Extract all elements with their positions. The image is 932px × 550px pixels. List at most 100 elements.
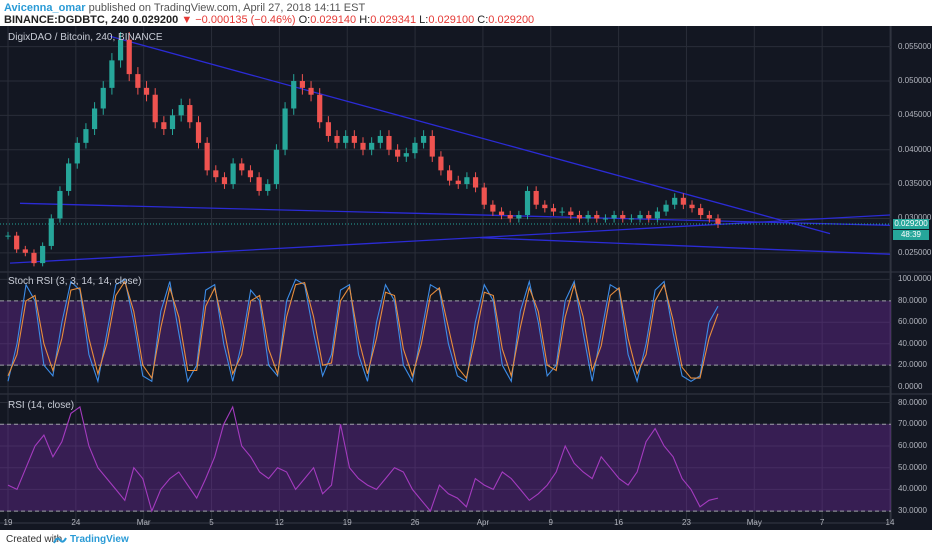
symbol-label: BINANCE:DGDBTC, 240 [4,14,130,26]
x-tick-label: 16 [614,518,624,527]
publish-info: published on TradingView.com, April 27, … [88,2,366,14]
candle-body [5,235,11,237]
candle-body [533,190,539,205]
close-value: 0.029200 [488,14,535,26]
candle-body [654,211,660,219]
y-tick-label: 40.0000 [898,338,927,348]
stoch-band [0,300,891,366]
candle-body [291,80,297,109]
candle-body [239,163,245,171]
candle-body [40,245,46,264]
trendline [479,237,891,255]
x-tick-label: 14 [885,518,895,527]
candle-body [369,142,375,150]
candle-body [57,190,63,219]
y-tick-label: 50.0000 [898,462,927,472]
candle-body [472,177,479,188]
x-tick-label: 26 [410,518,420,527]
candle-body [421,135,427,143]
candle-body [429,135,435,157]
publish-line: Avicenna_omar published on TradingView.c… [4,2,365,14]
y-tick-label: 100.0000 [898,274,932,284]
y-tick-label: 60.0000 [898,317,927,327]
series-line [7,405,719,513]
y-tick-label: 0.055000 [898,41,932,51]
candle-body [273,149,280,185]
candle-body [161,122,167,130]
candle-body [516,215,522,219]
candle-body [498,211,505,216]
candle-body [195,122,202,143]
candle-body [377,135,383,143]
candle-body [698,208,704,216]
y-tick-label: 80.0000 [898,295,927,305]
candle-body [187,105,193,123]
tradingview-logo-icon [53,537,67,544]
price-change: ▼ −0.000135 (−0.46%) [181,14,296,26]
x-tick-label: 12 [274,518,284,527]
candle-body [550,208,557,212]
y-tick-label: 80.0000 [898,397,927,407]
x-tick-label: 7 [819,518,825,527]
candle-body [265,184,271,191]
open-label: O: [298,14,311,26]
high-value: 0.029341 [370,14,417,26]
candle-body [637,215,643,219]
y-tick-label: 0.040000 [898,144,932,154]
candle-body [135,74,141,88]
candle-body [100,87,106,109]
created-with-label: Created with [6,534,63,545]
candle-body [213,170,219,178]
x-tick-label: Mar [136,518,151,527]
candle-body [585,215,591,219]
candle-body [464,177,470,185]
candle-body [386,135,392,150]
candle-body [412,142,418,154]
candle-body [230,163,236,185]
y-tick-label: 0.030000 [898,213,932,223]
candle-body [109,60,115,88]
x-tick-label: Apr [476,518,490,527]
chart-canvas[interactable] [0,26,932,530]
candle-body [611,215,617,219]
candle-body [576,215,583,219]
rsi-pane-title: RSI (14, close) [8,400,75,411]
low-label: L: [419,14,429,26]
candle-body [663,204,669,212]
candle-body [689,204,695,209]
candle-body [325,122,331,136]
candle-body [31,252,37,264]
trendline [9,214,891,264]
author-link[interactable]: Avicenna_omar [4,2,86,14]
chart-area[interactable]: DigixDAO / Bitcoin, 240, BINANCE Stoch R… [0,26,932,530]
tradingview-brand-link[interactable]: TradingView [70,534,129,545]
candle-body [455,180,461,185]
y-tick-label: 0.035000 [898,179,932,189]
candle-body [706,215,712,219]
candle-body [680,197,686,205]
trendline [19,202,891,226]
y-tick-label: 0.0000 [898,381,923,391]
candle-body [22,249,28,253]
candle-body [646,215,652,219]
candle-body [317,94,323,123]
candle-body [542,204,548,209]
x-tick-label: May [746,518,762,527]
candle-body [715,218,721,224]
candle-body [256,177,262,191]
last-price: 0.029200 [132,14,179,26]
candle-body [178,105,184,116]
candle-body [66,163,72,191]
bar-countdown-badge: 48:39 [893,229,929,240]
candle-body [438,156,444,171]
candle-body [152,94,158,123]
candle-body [48,218,54,246]
x-tick-label: 5 [209,518,214,527]
y-tick-label: 0.045000 [898,110,932,120]
candle-body [620,215,626,219]
y-tick-label: 60.0000 [898,440,927,450]
candle-body [247,170,254,178]
candle-body [14,235,20,250]
candle-body [594,215,600,219]
x-tick-label: 24 [71,518,81,527]
